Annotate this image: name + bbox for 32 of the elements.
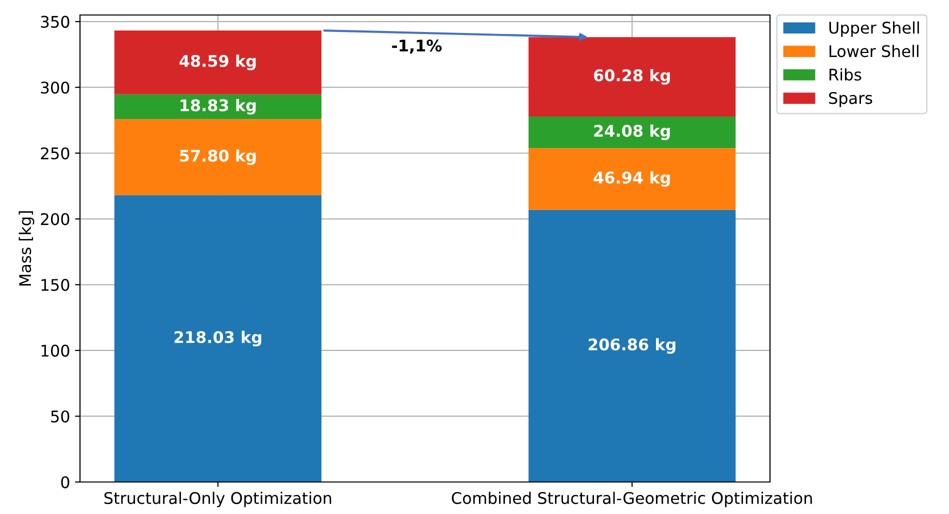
y-tick-label: 100 [42, 344, 70, 357]
x-tick-label: Combined Structural-Geometric Optimization [452, 492, 812, 508]
bar [114, 119, 322, 196]
y-tick-label: 200 [40, 213, 70, 226]
bar [528, 210, 736, 482]
annotation: -1,1% [392, 40, 442, 54]
y-tick-label: 0 [61, 476, 70, 488]
y-tick-label: 50 [51, 410, 70, 423]
y-tick-label: 250 [40, 147, 70, 160]
bar [528, 37, 736, 116]
data-label: 57.80 kg [180, 149, 256, 165]
legend-label: Spars [829, 92, 872, 108]
legend-label: Upper Shell [829, 21, 919, 37]
legend-label: Lower Shell [830, 44, 918, 58]
x-tick-label: Structural-Only Optimization [104, 492, 332, 508]
bar [114, 94, 322, 120]
y-tick-label: 150 [42, 278, 70, 291]
data-label: 46.94 kg [594, 171, 670, 187]
data-label: 24.08 kg [594, 124, 670, 140]
bar [114, 30, 322, 94]
y-axis-title: Mass [kg] [18, 211, 34, 286]
bar [528, 116, 736, 148]
data-label: 218.03 kg [174, 330, 262, 346]
y-tick-label: 350 [41, 16, 70, 28]
y-tick-label: 300 [41, 82, 70, 94]
bar [528, 148, 736, 210]
data-label: 48.59 kg [180, 54, 256, 70]
data-label: 18.83 kg [180, 98, 256, 115]
data-label: 60.28 kg [594, 69, 670, 85]
data-label: 206.86 kg [588, 338, 676, 354]
bar [114, 195, 322, 482]
legend-label: Ribs [830, 68, 862, 81]
